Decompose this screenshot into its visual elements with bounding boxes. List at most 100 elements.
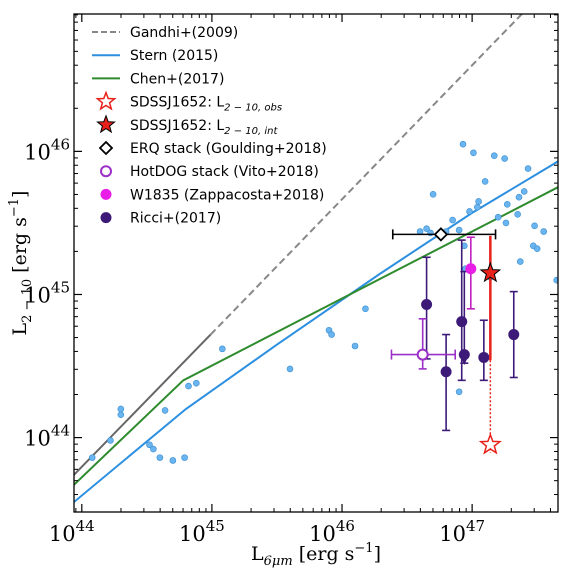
sample-point	[351, 342, 359, 350]
ricci-point	[478, 351, 490, 363]
legend-swatch-diamond	[98, 140, 114, 156]
ricci-point	[440, 366, 452, 378]
highlighted-sources	[390, 227, 520, 455]
x-tick-base: 10	[309, 522, 336, 546]
sample-point	[494, 213, 502, 221]
x-tick-label: 1046	[309, 517, 355, 546]
x-axis-label-part: 6μm	[264, 554, 293, 568]
legend-label: ERQ stack (Goulding+2018)	[130, 141, 327, 157]
y-tick-label: 1046	[24, 135, 70, 164]
sample-point	[156, 454, 164, 461]
sample-point	[490, 152, 498, 159]
sample-point	[516, 258, 524, 265]
sample-point	[185, 382, 192, 390]
hotdog-point	[416, 348, 429, 361]
legend-swatch-filled-circle	[100, 188, 112, 200]
sample-point	[515, 193, 523, 201]
legend-label: SDSSJ1652: L2 − 10, obs	[130, 95, 282, 114]
sample-point	[540, 228, 547, 235]
x-axis-label-part: ]	[374, 543, 381, 565]
ricci-point	[458, 349, 470, 361]
axis-labels: L6μm [erg s−1]L2 − 10 [erg s−1]	[7, 191, 381, 568]
w1835-point	[465, 263, 477, 275]
x-tick-base: 10	[49, 522, 76, 546]
x-tick-exp: 47	[466, 517, 485, 535]
sample-point	[531, 222, 538, 230]
sample-point	[520, 188, 528, 195]
legend-label-sub: 2 − 10, obs	[224, 103, 282, 114]
erq-diamond	[433, 227, 449, 242]
sample-point	[117, 405, 125, 413]
x-axis-label-part: −1	[354, 541, 373, 556]
x-tick-exp: 45	[206, 517, 225, 535]
sample-point	[502, 219, 510, 227]
legend-label-main: Chen+(2017)	[130, 71, 224, 87]
y-tick-label: 1044	[24, 422, 70, 451]
legend-swatch-open-star	[95, 90, 117, 111]
sample-point	[146, 441, 153, 449]
x-axis-label-part: [erg s	[293, 543, 355, 565]
sdss-obs-star	[478, 432, 502, 455]
sample-point	[107, 437, 114, 444]
sample-point	[524, 165, 532, 172]
sample-point	[501, 155, 508, 162]
legend-label: W1835 (Zappacosta+2018)	[130, 187, 324, 203]
sample-point	[429, 191, 437, 198]
x-tick-label: 1047	[439, 517, 485, 546]
legend-label-main: Gandhi+(2009)	[130, 25, 238, 41]
sample-point	[219, 345, 226, 353]
model-lines	[74, 14, 558, 503]
legend-label-main: HotDOG stack (Vito+2018)	[130, 164, 319, 180]
ricci-point	[456, 316, 468, 328]
y-axis-label-part: L	[9, 322, 31, 335]
y-tick-label: 1045	[24, 278, 70, 307]
sample-point	[88, 454, 96, 461]
sample-point	[466, 208, 473, 215]
x-tick-label: 1045	[179, 517, 225, 546]
legend: Gandhi+(2009) Stern (2015) Chen+(2017) SDSS…	[92, 25, 327, 227]
legend-label-main: ERQ stack (Goulding+2018)	[130, 141, 327, 157]
legend-label: Gandhi+(2009)	[130, 25, 238, 41]
ricci-limit-arrow	[461, 358, 468, 366]
sample-point	[193, 379, 200, 387]
legend-label-main: W1835 (Zappacosta+2018)	[130, 187, 324, 203]
sample-point	[533, 245, 541, 252]
ricci-point	[421, 299, 433, 310]
y-tick-exp: 45	[51, 278, 70, 296]
y-tick-exp: 46	[51, 135, 70, 153]
sample-point	[475, 198, 482, 205]
sample-point	[553, 276, 558, 284]
sample-point	[514, 211, 521, 218]
sample-point	[161, 407, 169, 414]
y-tick-base: 10	[24, 427, 51, 451]
sample-point	[474, 203, 481, 211]
sample-point	[423, 225, 430, 232]
sample-point	[286, 365, 294, 373]
legend-label-main: SDSSJ1652: L	[130, 118, 224, 134]
sdss-int-star	[479, 261, 502, 283]
legend-swatch-open-circle	[100, 165, 112, 178]
sample-point	[169, 457, 177, 464]
y-axis-label-part: ]	[9, 191, 31, 198]
legend-swatch-filled-circle	[100, 212, 112, 224]
y-axis-label: L2 − 10 [erg s−1]	[7, 191, 35, 336]
sample-point	[455, 388, 463, 396]
sample-point	[362, 305, 369, 313]
sample-point	[459, 140, 467, 148]
x-axis-label-part: L	[251, 543, 264, 565]
sample-point	[481, 178, 489, 185]
sample-point	[181, 454, 188, 461]
legend-label: Chen+(2017)	[130, 71, 224, 87]
sample-point	[455, 226, 463, 234]
y-tick-exp: 44	[51, 422, 70, 440]
y-axis-label-part: 2 − 10	[20, 279, 35, 323]
legend-label: Ricci+(2017)	[130, 211, 221, 227]
gandhi-line-dashed	[209, 14, 524, 336]
sample-points	[88, 140, 558, 464]
x-tick-label: 1044	[49, 517, 95, 546]
x-tick-base: 10	[439, 522, 466, 546]
y-tick-base: 10	[24, 283, 51, 307]
x-tick-base: 10	[179, 522, 206, 546]
